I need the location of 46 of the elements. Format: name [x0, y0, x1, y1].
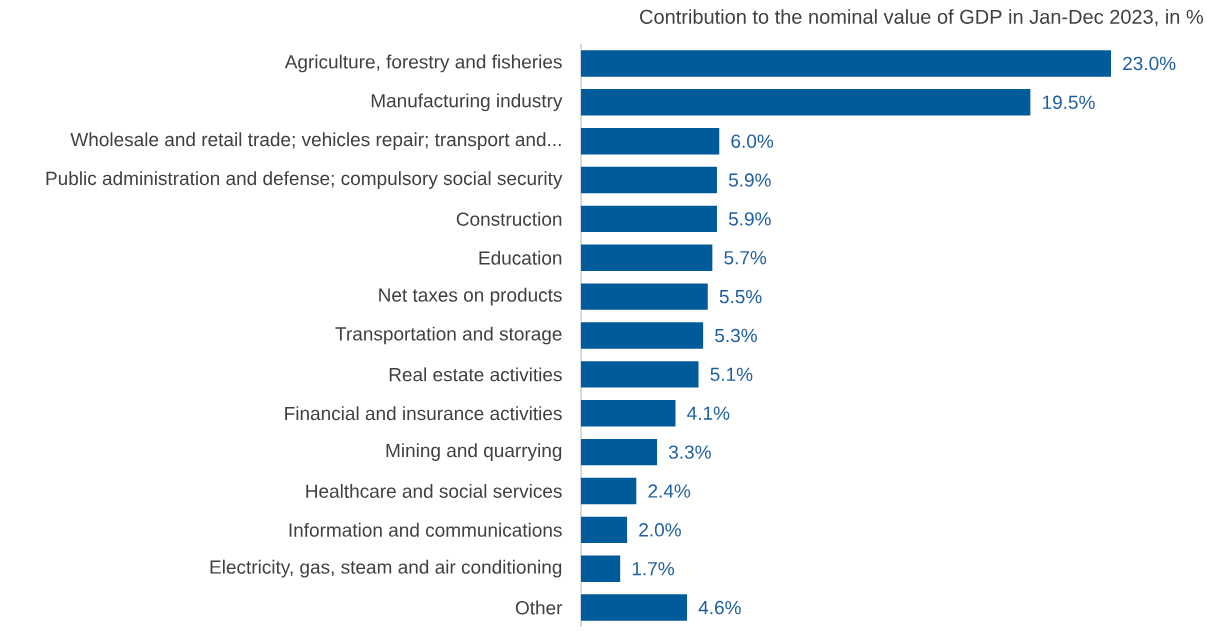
data-label: 2.4%: [648, 484, 691, 498]
data-label: 2.0%: [639, 523, 681, 537]
bar: [581, 322, 704, 349]
data-label: 5.1%: [710, 367, 753, 382]
data-label: 4.6%: [698, 600, 741, 615]
data-label: 19.5%: [1043, 95, 1095, 110]
y-tick-label: Manufacturing industry: [371, 93, 563, 112]
y-tick-label: Education: [479, 250, 562, 265]
bar: [581, 438, 658, 466]
bar: [581, 50, 1112, 77]
data-label: 4.1%: [687, 406, 730, 420]
y-tick-label: Net taxes on products: [379, 287, 562, 306]
bar: [581, 283, 708, 310]
y-tick-label: Public administration and defense; compulsory social security: [46, 171, 563, 189]
y-tick-label: Transportation and storage: [335, 326, 562, 345]
data-label: 1.7%: [632, 562, 674, 576]
y-tick-label: Construction: [456, 211, 562, 226]
y-tick-label: Information and communications: [289, 522, 562, 537]
y-tick-label: Mining and quarrying: [386, 443, 562, 461]
data-label: 5.3%: [715, 328, 757, 343]
data-label: 23.0%: [1123, 56, 1176, 71]
y-tick-label: Agriculture, forestry and fisheries: [284, 54, 562, 73]
y-tick-label: Other: [515, 600, 563, 615]
bar: [581, 244, 713, 271]
bar: [581, 516, 628, 544]
data-label: 6.0%: [731, 134, 774, 148]
data-label: 5.5%: [719, 289, 762, 304]
bar: [581, 400, 676, 427]
bar: [581, 477, 637, 505]
chart-title: Contribution to the nominal value of GDP in Jan-Dec 2023, in %: [640, 9, 1204, 27]
y-tick-label: Financial and insurance activities: [285, 406, 562, 421]
bar: [581, 594, 687, 621]
data-label: 5.7%: [724, 251, 767, 265]
bar: [581, 89, 1031, 116]
data-label: 5.9%: [728, 212, 771, 226]
y-tick-label: Wholesale and retail trade; vehicles repair; transport and...: [70, 132, 561, 151]
data-label: 3.3%: [668, 445, 711, 459]
y-tick-label: Healthcare and social services: [306, 484, 562, 498]
y-tick-label: Electricity, gas, steam and air conditioning: [210, 559, 562, 578]
bar: [581, 166, 717, 194]
bar: [581, 361, 699, 388]
bar: [581, 127, 720, 155]
y-tick-label: Real estate activities: [389, 367, 562, 382]
bar: [581, 555, 621, 582]
data-label: 5.9%: [728, 173, 771, 187]
bar: [581, 205, 717, 233]
